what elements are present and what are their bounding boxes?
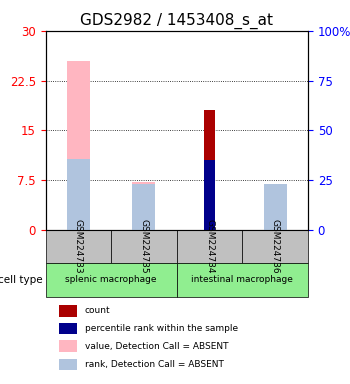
Text: intestinal macrophage: intestinal macrophage [191, 275, 293, 285]
Text: GSM224733: GSM224733 [74, 219, 83, 274]
Bar [59, 341, 77, 352]
Bar [204, 111, 216, 230]
Text: value, Detection Call = ABSENT: value, Detection Call = ABSENT [85, 341, 228, 351]
Text: GSM224735: GSM224735 [139, 219, 148, 274]
Bar [264, 184, 287, 230]
Text: rank, Detection Call = ABSENT: rank, Detection Call = ABSENT [85, 360, 224, 369]
Bar [67, 159, 90, 230]
Text: GSM224734: GSM224734 [205, 220, 214, 274]
Text: cell type: cell type [0, 275, 42, 285]
Title: GDS2982 / 1453408_s_at: GDS2982 / 1453408_s_at [80, 13, 273, 29]
Bar [204, 161, 216, 230]
Text: percentile rank within the sample: percentile rank within the sample [85, 324, 238, 333]
Bar [59, 323, 77, 334]
Bar [67, 61, 90, 230]
Bar [59, 359, 77, 370]
FancyBboxPatch shape [46, 230, 111, 263]
FancyBboxPatch shape [177, 263, 308, 296]
Text: GSM224736: GSM224736 [271, 219, 280, 274]
Text: count: count [85, 306, 111, 315]
Bar [264, 187, 287, 230]
FancyBboxPatch shape [46, 263, 177, 296]
Text: splenic macrophage: splenic macrophage [65, 275, 157, 285]
FancyBboxPatch shape [177, 230, 242, 263]
FancyBboxPatch shape [242, 230, 308, 263]
Bar [59, 305, 77, 316]
Bar [132, 182, 155, 230]
Bar [132, 184, 155, 230]
FancyBboxPatch shape [111, 230, 177, 263]
